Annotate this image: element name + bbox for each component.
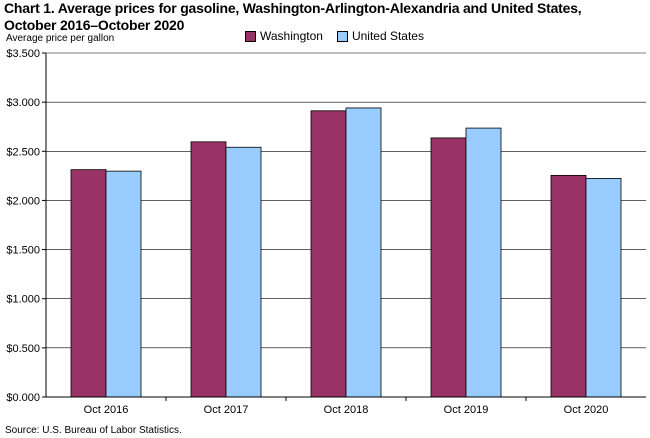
chart-title: Chart 1. Average prices for gasoline, Wa… bbox=[4, 0, 644, 34]
bar-united-states bbox=[465, 127, 502, 398]
x-tick-label: Oct 2020 bbox=[564, 404, 609, 416]
x-tick-label: Oct 2018 bbox=[324, 404, 369, 416]
legend-item-washington: Washington bbox=[245, 29, 323, 43]
bar-united-states bbox=[225, 146, 262, 398]
bar-united-states bbox=[585, 178, 622, 398]
x-tick-label: Oct 2017 bbox=[204, 404, 249, 416]
y-tick-label: $2.500 bbox=[6, 146, 40, 158]
legend-item-united-states: United States bbox=[336, 29, 424, 43]
bar-washington bbox=[190, 141, 227, 398]
chart-title-line-1: Chart 1. Average prices for gasoline, Wa… bbox=[4, 0, 582, 16]
source-note: Source: U.S. Bureau of Labor Statistics. bbox=[5, 425, 182, 436]
bar-washington bbox=[310, 110, 347, 398]
legend: Washington United States bbox=[245, 29, 438, 43]
bar-united-states bbox=[345, 107, 382, 398]
legend-label-washington: Washington bbox=[260, 29, 323, 43]
bar-washington bbox=[70, 169, 107, 398]
y-tick-label: $0.500 bbox=[6, 343, 40, 355]
legend-swatch-washington bbox=[245, 30, 256, 42]
bar-united-states bbox=[105, 170, 142, 398]
chart-title-line-2: October 2016–October 2020 bbox=[4, 17, 185, 33]
legend-label-united-states: United States bbox=[351, 29, 424, 43]
y-tick-label: $3.000 bbox=[6, 97, 40, 109]
bar-washington bbox=[430, 137, 467, 398]
y-tick-label: $2.000 bbox=[6, 195, 40, 207]
y-tick-label: $0.000 bbox=[6, 392, 40, 404]
bar-washington bbox=[550, 174, 587, 398]
y-axis-label: Average price per gallon bbox=[6, 33, 115, 44]
x-tick-label: Oct 2016 bbox=[84, 404, 129, 416]
y-tick-label: $1.500 bbox=[6, 245, 40, 257]
x-tick-label: Oct 2019 bbox=[444, 404, 489, 416]
y-tick-label: $3.500 bbox=[6, 48, 40, 60]
legend-swatch-united-states bbox=[336, 30, 348, 42]
y-tick-label: $1.000 bbox=[6, 294, 40, 306]
